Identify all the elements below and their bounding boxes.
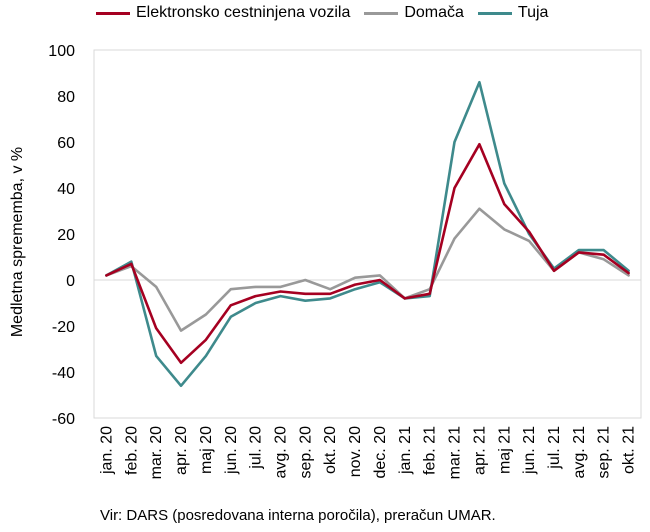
x-tick-label: dec. 20	[372, 426, 389, 479]
x-tick-label: mar. 20	[148, 426, 165, 479]
x-tick-label: maj 21	[496, 426, 513, 474]
legend-label-domaca: Domača	[404, 4, 464, 21]
y-tick-label: 20	[57, 227, 75, 244]
y-tick-label: -60	[52, 411, 75, 428]
y-tick-label: 100	[48, 43, 75, 60]
legend-item-elektronsko: Elektronsko cestninjena vozila	[96, 4, 350, 22]
x-tick-label: jun. 20	[223, 426, 240, 475]
x-tick-label: apr. 20	[173, 426, 190, 475]
x-tick-label: sep. 21	[596, 426, 613, 479]
legend-label-tuja: Tuja	[517, 4, 549, 21]
source-note: Vir: DARS (posredovana interna poročila)…	[100, 507, 496, 524]
x-tick-label: jan. 20	[98, 426, 115, 475]
x-tick-label: avg. 21	[571, 426, 588, 479]
y-tick-label: -40	[52, 365, 75, 382]
y-tick-label: -20	[52, 319, 75, 336]
x-tick-label: avg. 20	[272, 426, 289, 479]
y-tick-label: 80	[57, 89, 75, 106]
x-tick-label: jul. 21	[546, 426, 563, 470]
legend-item-domaca: Domača	[364, 4, 464, 22]
legend-swatch-domaca	[364, 11, 399, 15]
chart-legend: Elektronsko cestninjena vozila Domača Tu…	[96, 4, 548, 22]
x-tick-label: nov. 20	[347, 426, 364, 477]
x-tick-label: mar. 21	[447, 426, 464, 479]
legend-item-tuja: Tuja	[477, 4, 549, 22]
legend-swatch-elektronsko	[96, 11, 130, 15]
x-tick-label: maj 20	[198, 426, 215, 474]
x-tick-label: sep. 20	[297, 426, 314, 479]
series-line-0	[105, 143, 630, 365]
legend-swatch-tuja	[477, 11, 512, 15]
plot-area-border	[93, 49, 642, 419]
x-tick-label: feb. 21	[422, 426, 439, 475]
y-tick-label: 40	[57, 181, 75, 198]
x-tick-label: jan. 21	[397, 426, 414, 475]
series-line-1	[105, 207, 630, 332]
legend-label-elektronsko: Elektronsko cestninjena vozila	[136, 4, 351, 21]
x-tick-label: apr. 21	[471, 426, 488, 475]
y-tick-label: 0	[66, 273, 75, 290]
series-line-2	[105, 80, 630, 388]
x-tick-label: okt. 21	[621, 426, 638, 474]
x-tick-label: feb. 20	[123, 426, 140, 475]
x-tick-label: jul. 20	[248, 426, 265, 470]
y-axis-label: Medletna sprememba, v %	[9, 147, 26, 337]
y-tick-label: 60	[57, 135, 75, 152]
x-tick-label: jun. 21	[521, 426, 538, 475]
x-tick-label: okt. 20	[322, 426, 339, 474]
